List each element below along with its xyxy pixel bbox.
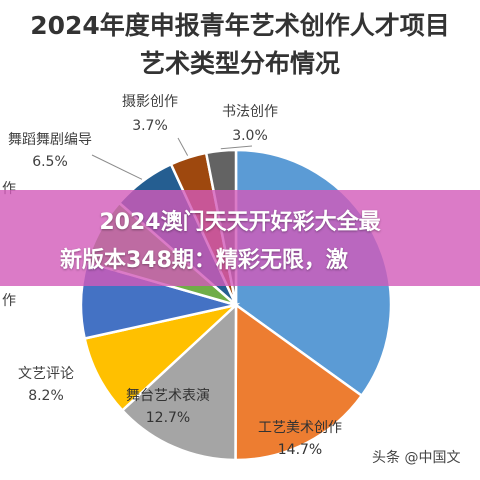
slice-value-7: 6.5%: [32, 154, 68, 170]
promo-line-2: 新版本348期：精彩无限，激: [60, 248, 348, 273]
chart-title: 2024年度申报青年艺术创作人才项目: [30, 11, 450, 40]
watermark-text: 头条 @中国文: [372, 450, 461, 466]
slice-label-9: 书法创作: [222, 104, 278, 120]
partial-label-2: 作: [2, 293, 16, 309]
slice-value-4: 8.2%: [28, 388, 64, 404]
slice-label-8: 摄影创作: [122, 94, 178, 110]
slice-label-4: 文艺评论: [18, 366, 74, 382]
chart-subtitle: 艺术类型分布情况: [139, 49, 340, 78]
slice-value-9: 3.0%: [232, 128, 268, 144]
promo-line-1: 2024澳门天天开好彩大全最: [99, 210, 381, 235]
leader-line-9: [220, 145, 253, 150]
slice-value-8: 3.7%: [132, 118, 168, 134]
slice-label-2: 工艺美术创作: [258, 420, 342, 436]
leader-line-7: [91, 154, 143, 180]
watermark: 头条 @中国文: [372, 446, 480, 470]
slice-label-7: 舞蹈舞剧编导: [8, 132, 92, 148]
pie-slice-2: [234, 302, 364, 462]
promo-banner[interactable]: 2024澳门天天开好彩大全最 新版本348期：精彩无限，激: [0, 190, 480, 286]
slice-value-2: 14.7%: [278, 442, 322, 458]
leader-line-8: [177, 137, 189, 156]
slice-value-3: 12.7%: [146, 410, 190, 426]
slice-label-3: 舞台艺术表演: [126, 388, 210, 404]
pie-slice-3: [120, 302, 238, 462]
